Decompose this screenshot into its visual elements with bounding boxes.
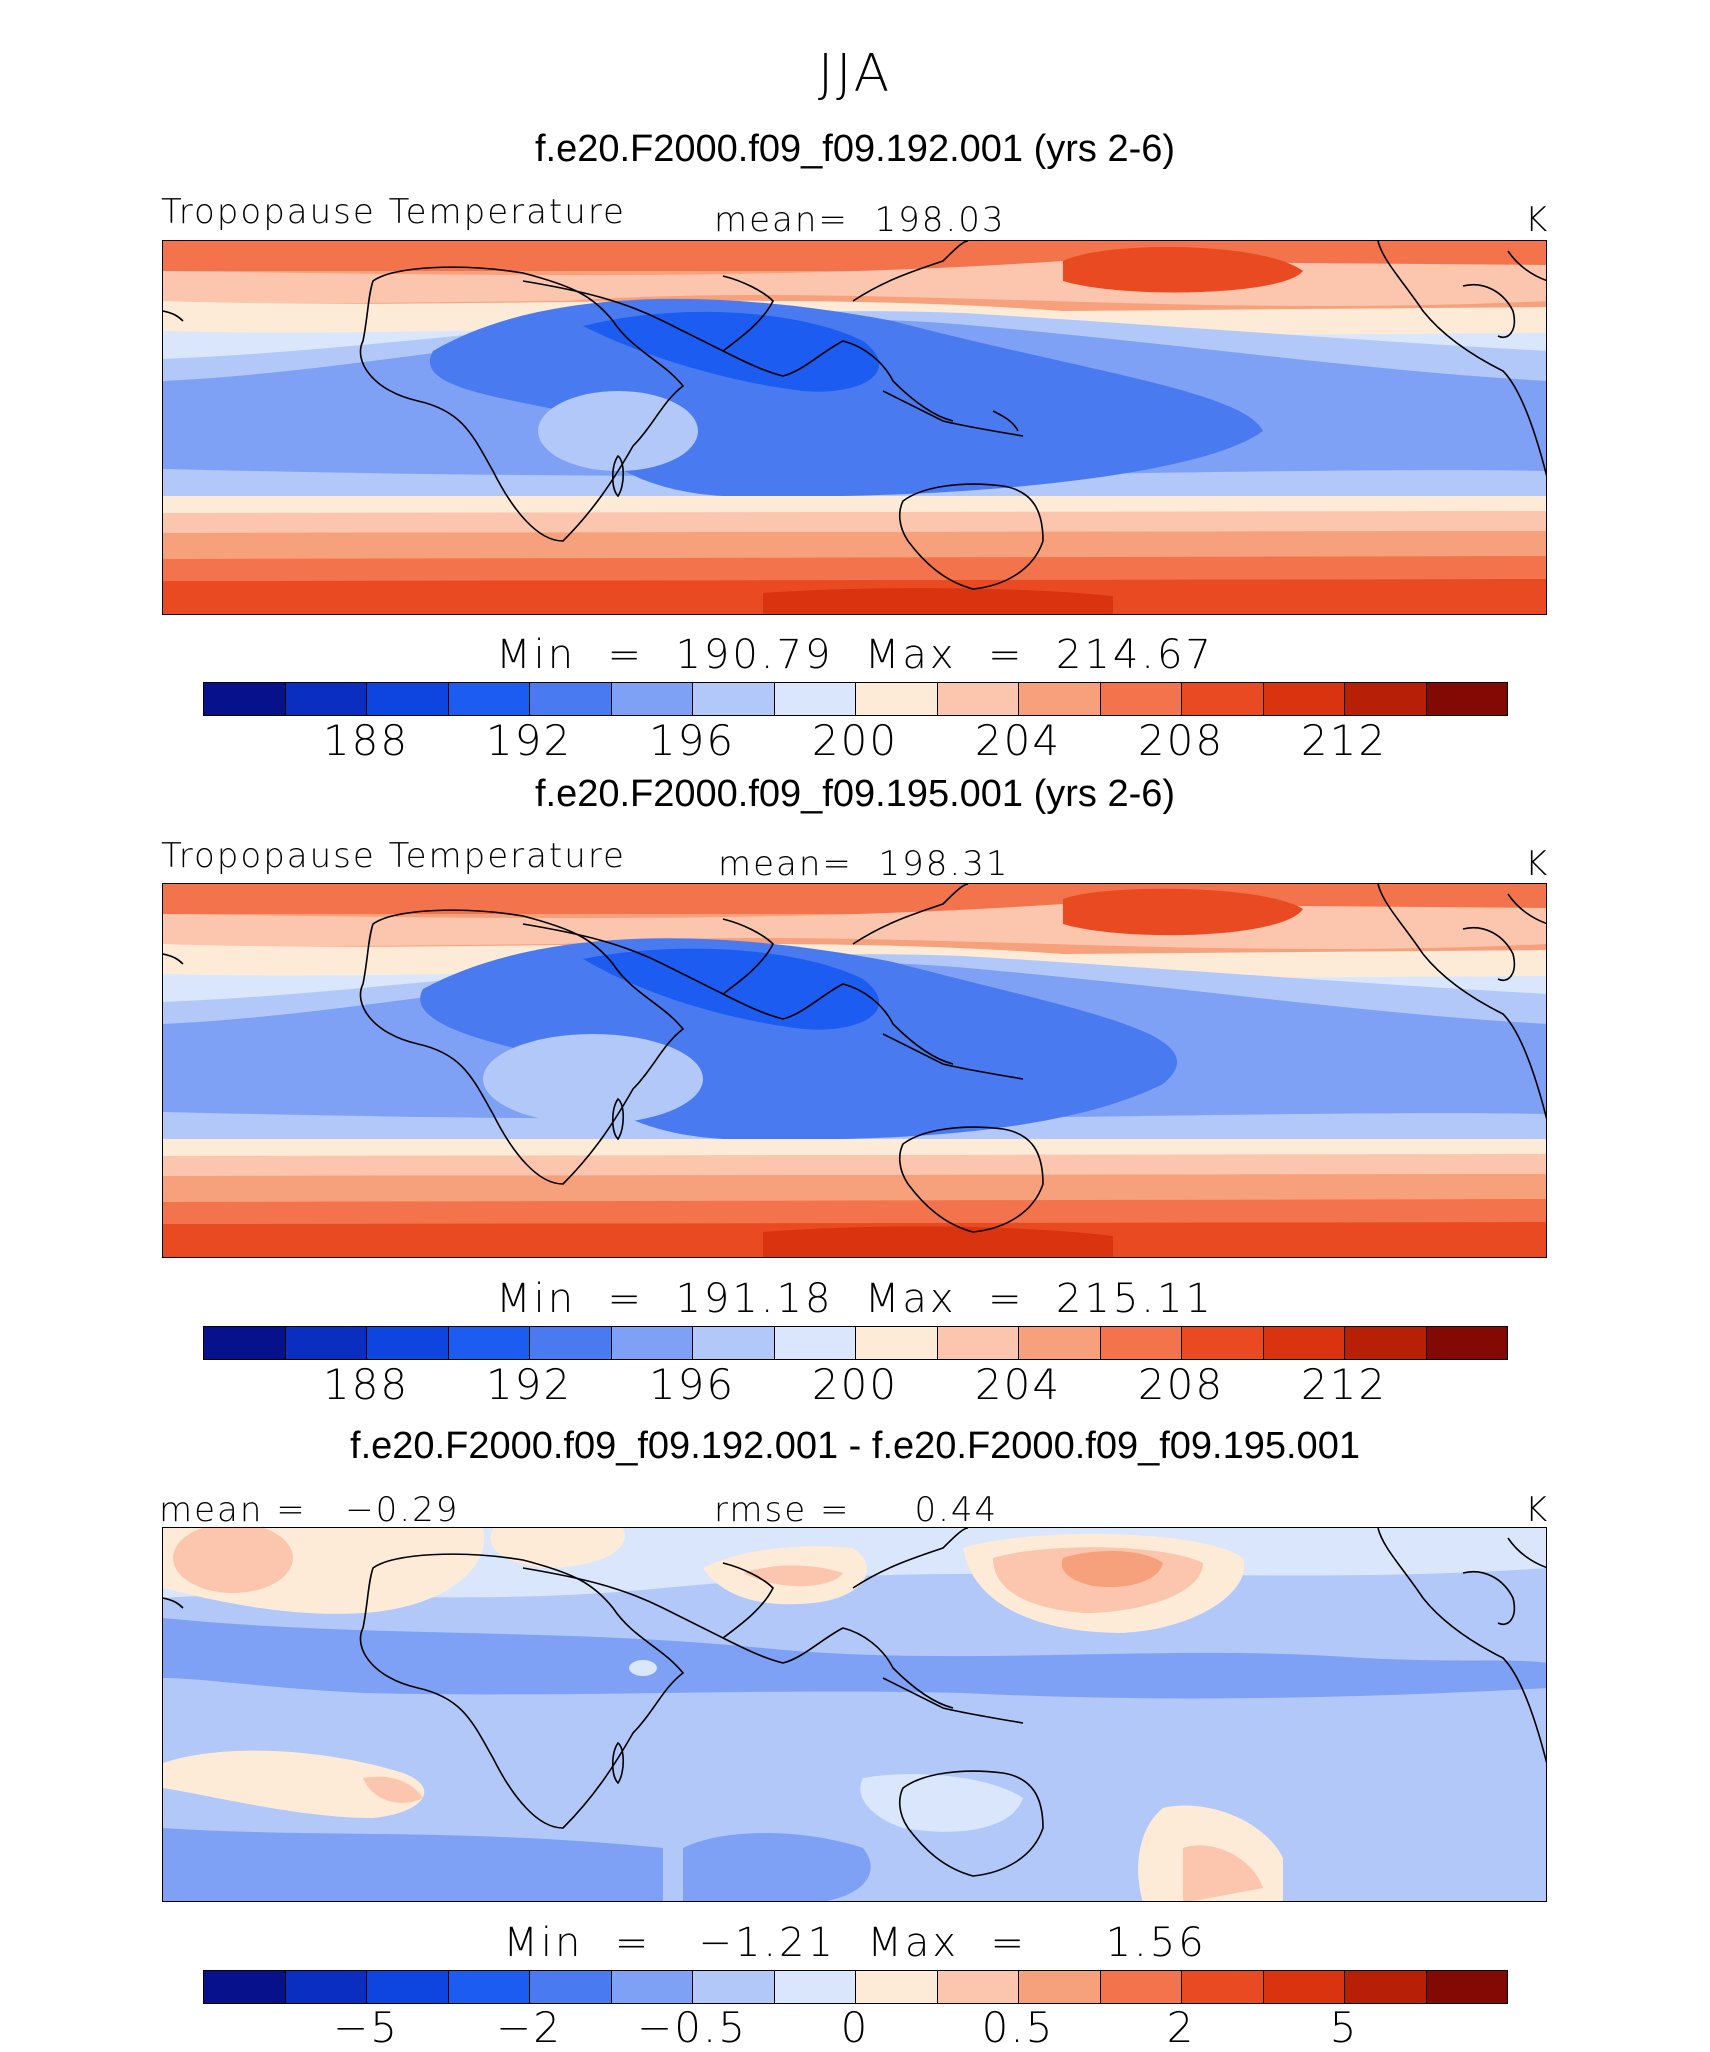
- colorbar-swatch: [611, 1327, 693, 1359]
- colorbar-swatch: [530, 1971, 612, 2003]
- panel-2-tick: 208: [1137, 1360, 1225, 1409]
- colorbar-swatch: [856, 1327, 938, 1359]
- panel-1-map: [162, 240, 1547, 615]
- colorbar-swatch: [1426, 1327, 1507, 1359]
- panel-1-tick: 212: [1300, 716, 1388, 765]
- panel-3-tick: −5: [333, 2003, 399, 2052]
- panel-1-tick: 204: [974, 716, 1062, 765]
- panel-2-map: [162, 883, 1547, 1258]
- colorbar-swatch: [774, 1971, 856, 2003]
- colorbar-swatch: [204, 683, 286, 715]
- panel-3-tick: 5: [1329, 2003, 1359, 2052]
- panel-1-tick: 192: [485, 716, 573, 765]
- colorbar-swatch: [1019, 1971, 1101, 2003]
- colorbar-swatch: [1426, 683, 1507, 715]
- panel-1-case-title: f.e20.F2000.f09_f09.192.001 (yrs 2-6): [534, 128, 1176, 170]
- colorbar-swatch: [1345, 1327, 1427, 1359]
- colorbar-swatch: [204, 1327, 286, 1359]
- colorbar-swatch: [530, 1327, 612, 1359]
- panel-3-rmse-label: rmse = 0.44: [714, 1490, 999, 1530]
- colorbar-swatch: [530, 683, 612, 715]
- panel-2-tick: 192: [485, 1360, 573, 1409]
- colorbar-swatch: [285, 1327, 367, 1359]
- panel-2-case-title: f.e20.F2000.f09_f09.195.001 (yrs 2-6): [534, 773, 1176, 815]
- panel-2-minmax: Min = 191.18 Max = 215.11: [496, 1276, 1214, 1322]
- panel-3-minmax: Min = −1.21 Max = 1.56: [503, 1920, 1207, 1966]
- colorbar-swatch: [1263, 683, 1345, 715]
- colorbar-swatch: [285, 683, 367, 715]
- colorbar-swatch: [611, 1971, 693, 2003]
- panel-1-variable-label: Tropopause Temperature: [161, 192, 626, 232]
- figure-title: JJA: [817, 44, 893, 104]
- colorbar-swatch: [1182, 1971, 1264, 2003]
- panel-3-colorbar: [203, 1970, 1508, 2004]
- colorbar-swatch: [1100, 1971, 1182, 2003]
- panel-1-tick: 196: [648, 716, 736, 765]
- panel-3-tick: 2: [1166, 2003, 1196, 2052]
- colorbar-swatch: [693, 1327, 775, 1359]
- colorbar-swatch: [1100, 1327, 1182, 1359]
- panel-3-map: [162, 1527, 1547, 1902]
- panel-3-unit: K: [1525, 1490, 1548, 1530]
- colorbar-swatch: [1019, 1327, 1101, 1359]
- panel-2-tick: 212: [1300, 1360, 1388, 1409]
- colorbar-swatch: [856, 1971, 938, 2003]
- panel-3-case-title: f.e20.F2000.f09_f09.192.001 - f.e20.F200…: [350, 1425, 1360, 1467]
- panel-1-minmax: Min = 190.79 Max = 214.67: [496, 632, 1214, 678]
- panel-3-tick: −0.5: [637, 2003, 747, 2052]
- colorbar-swatch: [774, 683, 856, 715]
- colorbar-swatch: [1426, 1971, 1507, 2003]
- colorbar-swatch: [448, 683, 530, 715]
- colorbar-swatch: [693, 1971, 775, 2003]
- colorbar-swatch: [367, 1971, 449, 2003]
- colorbar-swatch: [693, 683, 775, 715]
- colorbar-swatch: [774, 1327, 856, 1359]
- colorbar-swatch: [1019, 683, 1101, 715]
- panel-3-tick: 0: [840, 2003, 870, 2052]
- panel-1-mean-label: mean= 198.03: [714, 200, 1006, 240]
- colorbar-swatch: [1100, 683, 1182, 715]
- panel-3-tick: 0.5: [981, 2003, 1055, 2052]
- panel-1-tick: 188: [322, 716, 410, 765]
- panel-2-variable-label: Tropopause Temperature: [161, 836, 626, 876]
- panel-2-tick: 200: [811, 1360, 899, 1409]
- colorbar-swatch: [1182, 1327, 1264, 1359]
- panel-1-colorbar: [203, 682, 1508, 716]
- colorbar-swatch: [937, 683, 1019, 715]
- panel-1-unit: K: [1525, 200, 1548, 240]
- panel-2-tick: 204: [974, 1360, 1062, 1409]
- colorbar-swatch: [856, 683, 938, 715]
- colorbar-swatch: [937, 1971, 1019, 2003]
- colorbar-swatch: [285, 1971, 367, 2003]
- panel-2-tick: 196: [648, 1360, 736, 1409]
- colorbar-swatch: [1182, 683, 1264, 715]
- panel-1-tick: 208: [1137, 716, 1225, 765]
- panel-2-tick: 188: [322, 1360, 410, 1409]
- colorbar-swatch: [611, 683, 693, 715]
- panel-2-unit: K: [1525, 844, 1548, 884]
- panel-2-colorbar: [203, 1326, 1508, 1360]
- colorbar-swatch: [1263, 1327, 1345, 1359]
- colorbar-swatch: [1345, 683, 1427, 715]
- colorbar-swatch: [937, 1327, 1019, 1359]
- colorbar-swatch: [367, 1327, 449, 1359]
- colorbar-swatch: [367, 683, 449, 715]
- panel-2-mean-label: mean= 198.31: [718, 844, 1010, 884]
- panel-3-tick: −2: [496, 2003, 562, 2052]
- colorbar-swatch: [448, 1971, 530, 2003]
- colorbar-swatch: [1345, 1971, 1427, 2003]
- colorbar-swatch: [448, 1327, 530, 1359]
- colorbar-swatch: [204, 1971, 286, 2003]
- panel-3-mean-label: mean = −0.29: [159, 1490, 460, 1530]
- colorbar-swatch: [1263, 1971, 1345, 2003]
- panel-1-tick: 200: [811, 716, 899, 765]
